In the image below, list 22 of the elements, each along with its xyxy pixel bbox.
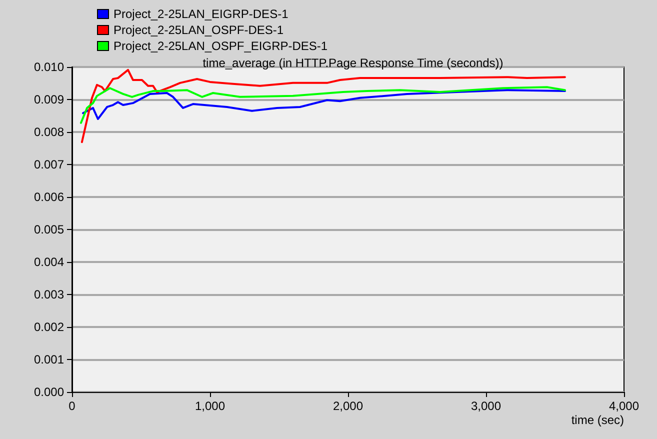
y-tick-label: 0.003 <box>34 288 64 302</box>
x-tick-label: 1,000 <box>194 399 226 413</box>
y-tick-label: 0.007 <box>34 158 64 172</box>
line-series <box>80 68 566 144</box>
legend-label: Project_2-25LAN_OSPF-DES-1 <box>114 23 284 37</box>
y-tick-label: 0.001 <box>34 352 64 366</box>
legend-label: Project_2-25LAN_OSPF_EIGRP-DES-1 <box>114 39 328 53</box>
x-axis-title: time (sec) <box>571 413 624 427</box>
x-tick-label: 4,000 <box>608 399 640 413</box>
y-tick-label: 0.005 <box>34 222 64 236</box>
x-tick-label: 2,000 <box>332 399 364 413</box>
y-tick-label: 0.010 <box>34 60 64 74</box>
x-tick-label: 3,000 <box>470 399 502 413</box>
y-tick-label: 0.000 <box>34 385 64 399</box>
x-tick-label: 0 <box>68 399 76 413</box>
chart-title: time_average (in HTTP.Page Response Time (seconds)) <box>202 56 504 70</box>
y-tick-label: 0.008 <box>34 125 64 139</box>
y-tick-label: 0.009 <box>34 92 64 106</box>
y-tick-label: 0.002 <box>34 320 64 334</box>
y-tick-label: 0.004 <box>34 255 64 269</box>
y-tick-label: 0.006 <box>34 190 64 204</box>
legend-label: Project_2-25LAN_EIGRP-DES-1 <box>114 7 289 21</box>
